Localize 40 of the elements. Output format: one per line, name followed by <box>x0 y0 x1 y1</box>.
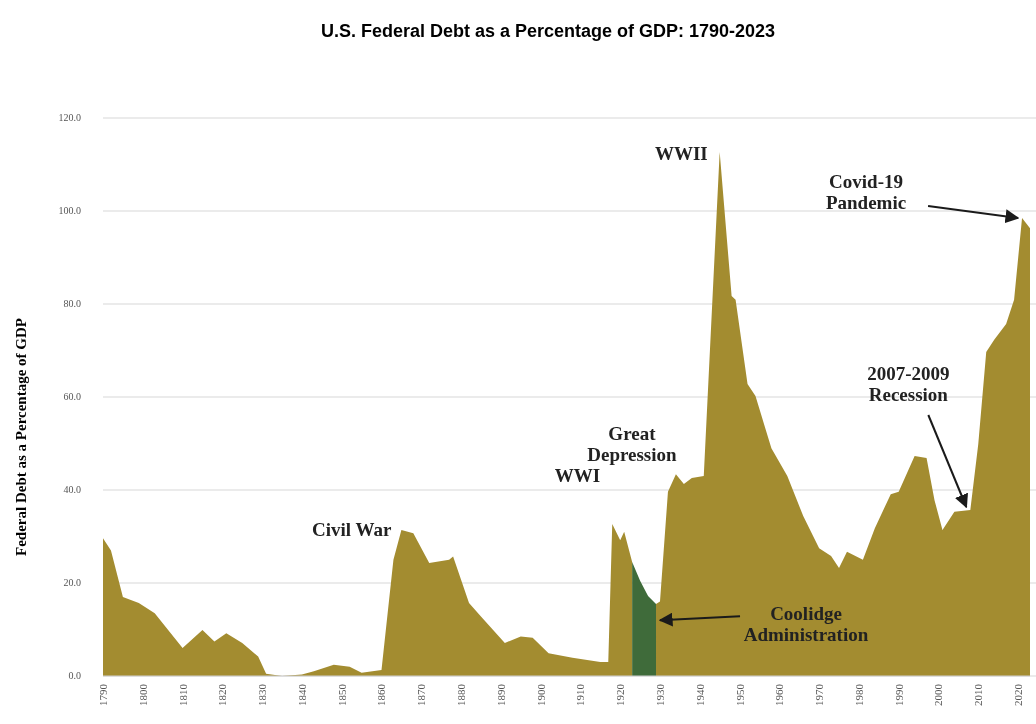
x-tick-label: 1990 <box>892 683 905 706</box>
y-tick-label: 40.0 <box>63 484 81 495</box>
x-tick-label: 1830 <box>256 683 269 706</box>
y-tick-label: 0.0 <box>68 670 81 681</box>
x-tick-label: 1840 <box>295 683 308 706</box>
x-tick-label: 1880 <box>455 683 468 706</box>
x-tick-label: 2000 <box>932 683 945 706</box>
x-tick-label: 1810 <box>176 683 189 706</box>
x-tick-label: 1790 <box>97 683 109 706</box>
annotation: WWII <box>654 142 708 164</box>
x-tick-label: 1970 <box>813 683 826 706</box>
x-tick-label: 1960 <box>773 683 786 706</box>
x-tick-label: 1820 <box>216 683 229 706</box>
annotation: Civil War <box>312 518 392 540</box>
annotation: WWI <box>554 464 601 486</box>
annotation: Great Depression <box>587 423 678 466</box>
y-tick-label: 100.0 <box>58 205 81 216</box>
annotation: 2007-2009 Recession <box>867 362 950 405</box>
x-tick-label: 1950 <box>733 683 746 706</box>
x-tick-label: 1800 <box>136 683 149 706</box>
annotation: Coolidge Administration <box>743 603 869 646</box>
x-tick-label: 2010 <box>972 683 985 706</box>
y-tick-label: 60.0 <box>63 391 81 402</box>
annotation: Covid-19 Pandemic <box>825 170 907 213</box>
x-tick-label: 2020 <box>1012 683 1025 706</box>
x-tick-label: 1910 <box>574 683 587 706</box>
y-tick-label: 20.0 <box>63 577 81 588</box>
x-tick-label: 1930 <box>654 683 666 706</box>
x-tick-label: 1940 <box>693 683 706 706</box>
y-tick-label: 120.0 <box>58 112 81 123</box>
x-tick-label: 1920 <box>614 683 627 706</box>
y-axis-title: Federal Debt as a Percentage of GDP <box>13 318 29 556</box>
x-tick-label: 1890 <box>494 683 507 706</box>
x-tick-label: 1900 <box>534 683 547 706</box>
y-tick-label: 80.0 <box>63 298 81 309</box>
x-tick-label: 1850 <box>335 683 348 706</box>
x-tick-label: 1870 <box>415 683 428 706</box>
x-tick-label: 1980 <box>852 683 865 706</box>
x-tick-label: 1860 <box>375 683 388 706</box>
chart-title: U.S. Federal Debt as a Percentage of GDP: 1790-2023 <box>320 21 776 41</box>
